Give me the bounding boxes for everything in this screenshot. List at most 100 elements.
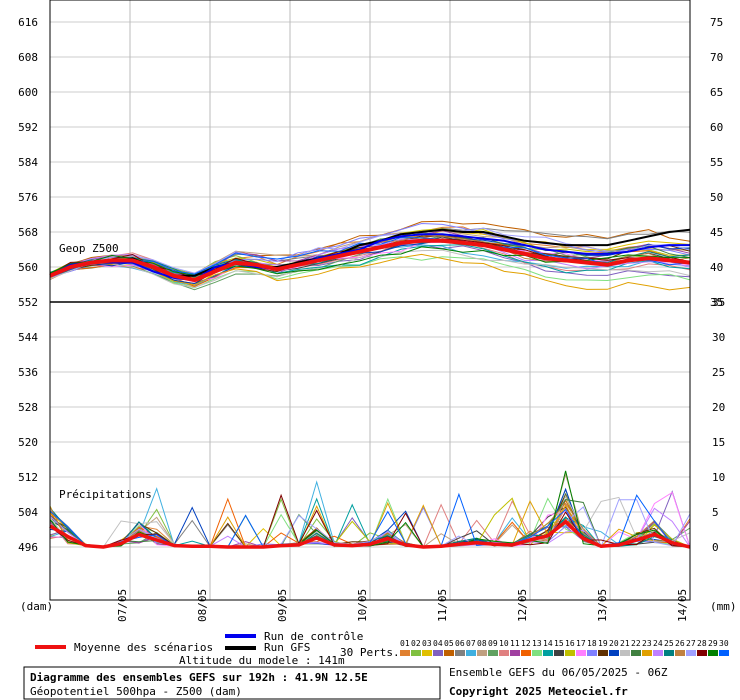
geop-right-tick-label: 60	[710, 121, 723, 134]
pert-color-swatch	[532, 650, 542, 656]
pert-number-label: 18	[587, 639, 597, 648]
precip-right-tick-label: 35	[712, 296, 725, 309]
geop-mean-line	[49, 238, 691, 283]
footer-title: Diagramme des ensembles GEFS sur 192h : …	[30, 671, 368, 684]
pert-color-swatch	[400, 650, 410, 656]
chart-axes: 5525605685765845926006086163540455055606…	[18, 0, 725, 622]
pert-number-label: 04	[433, 639, 443, 648]
precip-left-tick-label: 504	[18, 506, 38, 519]
pert-color-swatch	[620, 650, 630, 656]
precip-right-tick-label: 10	[712, 471, 725, 484]
pert-number-label: 16	[565, 639, 575, 648]
pert-number-label: 01	[400, 639, 410, 648]
pert-number-label: 21	[620, 639, 630, 648]
pert-color-swatch	[477, 650, 487, 656]
geop-left-tick-label: 552	[18, 296, 38, 309]
pert-number-label: 05	[444, 639, 454, 648]
pert-number-label: 11	[510, 639, 520, 648]
pert-number-label: 10	[499, 639, 509, 648]
pert-color-swatch	[609, 650, 619, 656]
legend-mean-label: Moyenne des scénarios	[74, 641, 213, 654]
date-tick-label: 13/05	[596, 589, 609, 622]
geop-left-tick-label: 592	[18, 121, 38, 134]
perturbation-legend: 01 02 03 04 05 06 07 08 09 10 11 12 13 14 15 16 17 18 19 20…	[400, 639, 729, 656]
date-tick-label: 12/05	[516, 589, 529, 622]
pert-number-label: 06	[455, 639, 465, 648]
precip-right-tick-label: 25	[712, 366, 725, 379]
pert-color-swatch	[697, 650, 707, 656]
pert-number-label: 03	[422, 639, 432, 648]
legend-control-label: Run de contrôle	[264, 630, 363, 643]
precip-left-tick-label: 544	[18, 331, 38, 344]
geop-left-tick-label: 616	[18, 16, 38, 29]
geop-right-tick-label: 65	[710, 86, 723, 99]
precip-left-tick-label: 528	[18, 401, 38, 414]
main-series-lines	[49, 228, 691, 549]
geop-right-tick-label: 75	[710, 16, 723, 29]
pert-number-label: 17	[576, 639, 586, 648]
pert-color-swatch	[653, 650, 663, 656]
pert-color-swatch	[466, 650, 476, 656]
pert-number-label: 22	[631, 639, 641, 648]
footer-box	[23, 666, 441, 700]
precip-mean-line	[49, 520, 691, 549]
precip-right-tick-label: 15	[712, 436, 725, 449]
geop-right-tick-label: 70	[710, 51, 723, 64]
precip-right-tick-label: 20	[712, 401, 725, 414]
pert-color-swatch	[455, 650, 465, 656]
pert-color-swatch	[708, 650, 718, 656]
precip-left-tick-label: 496	[18, 541, 38, 554]
pert-color-swatch	[499, 650, 509, 656]
pert-color-swatch	[510, 650, 520, 656]
pert-color-swatch	[675, 650, 685, 656]
pert-color-swatch	[543, 650, 553, 656]
pert-number-label: 26	[675, 639, 685, 648]
pert-color-swatch	[422, 650, 432, 656]
geop-right-tick-label: 45	[710, 226, 723, 239]
geop-left-tick-label: 576	[18, 191, 38, 204]
geop-right-tick-label: 50	[710, 191, 723, 204]
pert-number-label: 09	[488, 639, 498, 648]
pert-color-swatch	[411, 650, 421, 656]
geop-left-tick-label: 560	[18, 261, 38, 274]
geop-control-line	[49, 233, 690, 282]
date-tick-label: 07/05	[116, 589, 129, 622]
pert-number-label: 13	[532, 639, 542, 648]
date-tick-label: 09/05	[276, 589, 289, 622]
pert-color-swatch	[521, 650, 531, 656]
precip-right-tick-label: 0	[712, 541, 719, 554]
pert-number-label: 12	[521, 639, 531, 648]
date-tick-label: 10/05	[356, 589, 369, 622]
pert-color-swatch	[642, 650, 652, 656]
geop-left-tick-label: 600	[18, 86, 38, 99]
pert-number-label: 19	[598, 639, 608, 648]
pert-number-label: 08	[477, 639, 487, 648]
date-tick-label: 08/05	[196, 589, 209, 622]
pert-color-swatch	[587, 650, 597, 656]
footer-copyright: Copyright 2025 Meteociel.fr	[449, 685, 628, 698]
pert-color-swatch	[664, 650, 674, 656]
precip-left-tick-label: 536	[18, 366, 38, 379]
geop-left-tick-label: 584	[18, 156, 38, 169]
precip-right-tick-label: 30	[712, 331, 725, 344]
pert-color-swatch	[444, 650, 454, 656]
pert-number-label: 28	[697, 639, 707, 648]
pert-number-label: 14	[543, 639, 553, 648]
pert-color-swatch	[433, 650, 443, 656]
geop-perturbation-line	[49, 227, 691, 277]
left-unit-label: (dam)	[20, 600, 53, 613]
pert-color-swatch	[631, 650, 641, 656]
pert-number-label: 30	[719, 639, 729, 648]
precip-left-tick-label: 520	[18, 436, 38, 449]
pert-color-swatch	[565, 650, 575, 656]
pert-number-label: 20	[609, 639, 619, 648]
pert-color-swatch	[686, 650, 696, 656]
pert-color-swatch	[488, 650, 498, 656]
pert-color-swatch	[554, 650, 564, 656]
precip-panel-label: Précipitations	[59, 488, 152, 501]
legend-gfs-label: Run GFS	[264, 641, 310, 654]
geop-right-tick-label: 40	[710, 261, 723, 274]
geop-left-tick-label: 608	[18, 51, 38, 64]
geop-panel-label: Geop Z500	[59, 242, 119, 255]
